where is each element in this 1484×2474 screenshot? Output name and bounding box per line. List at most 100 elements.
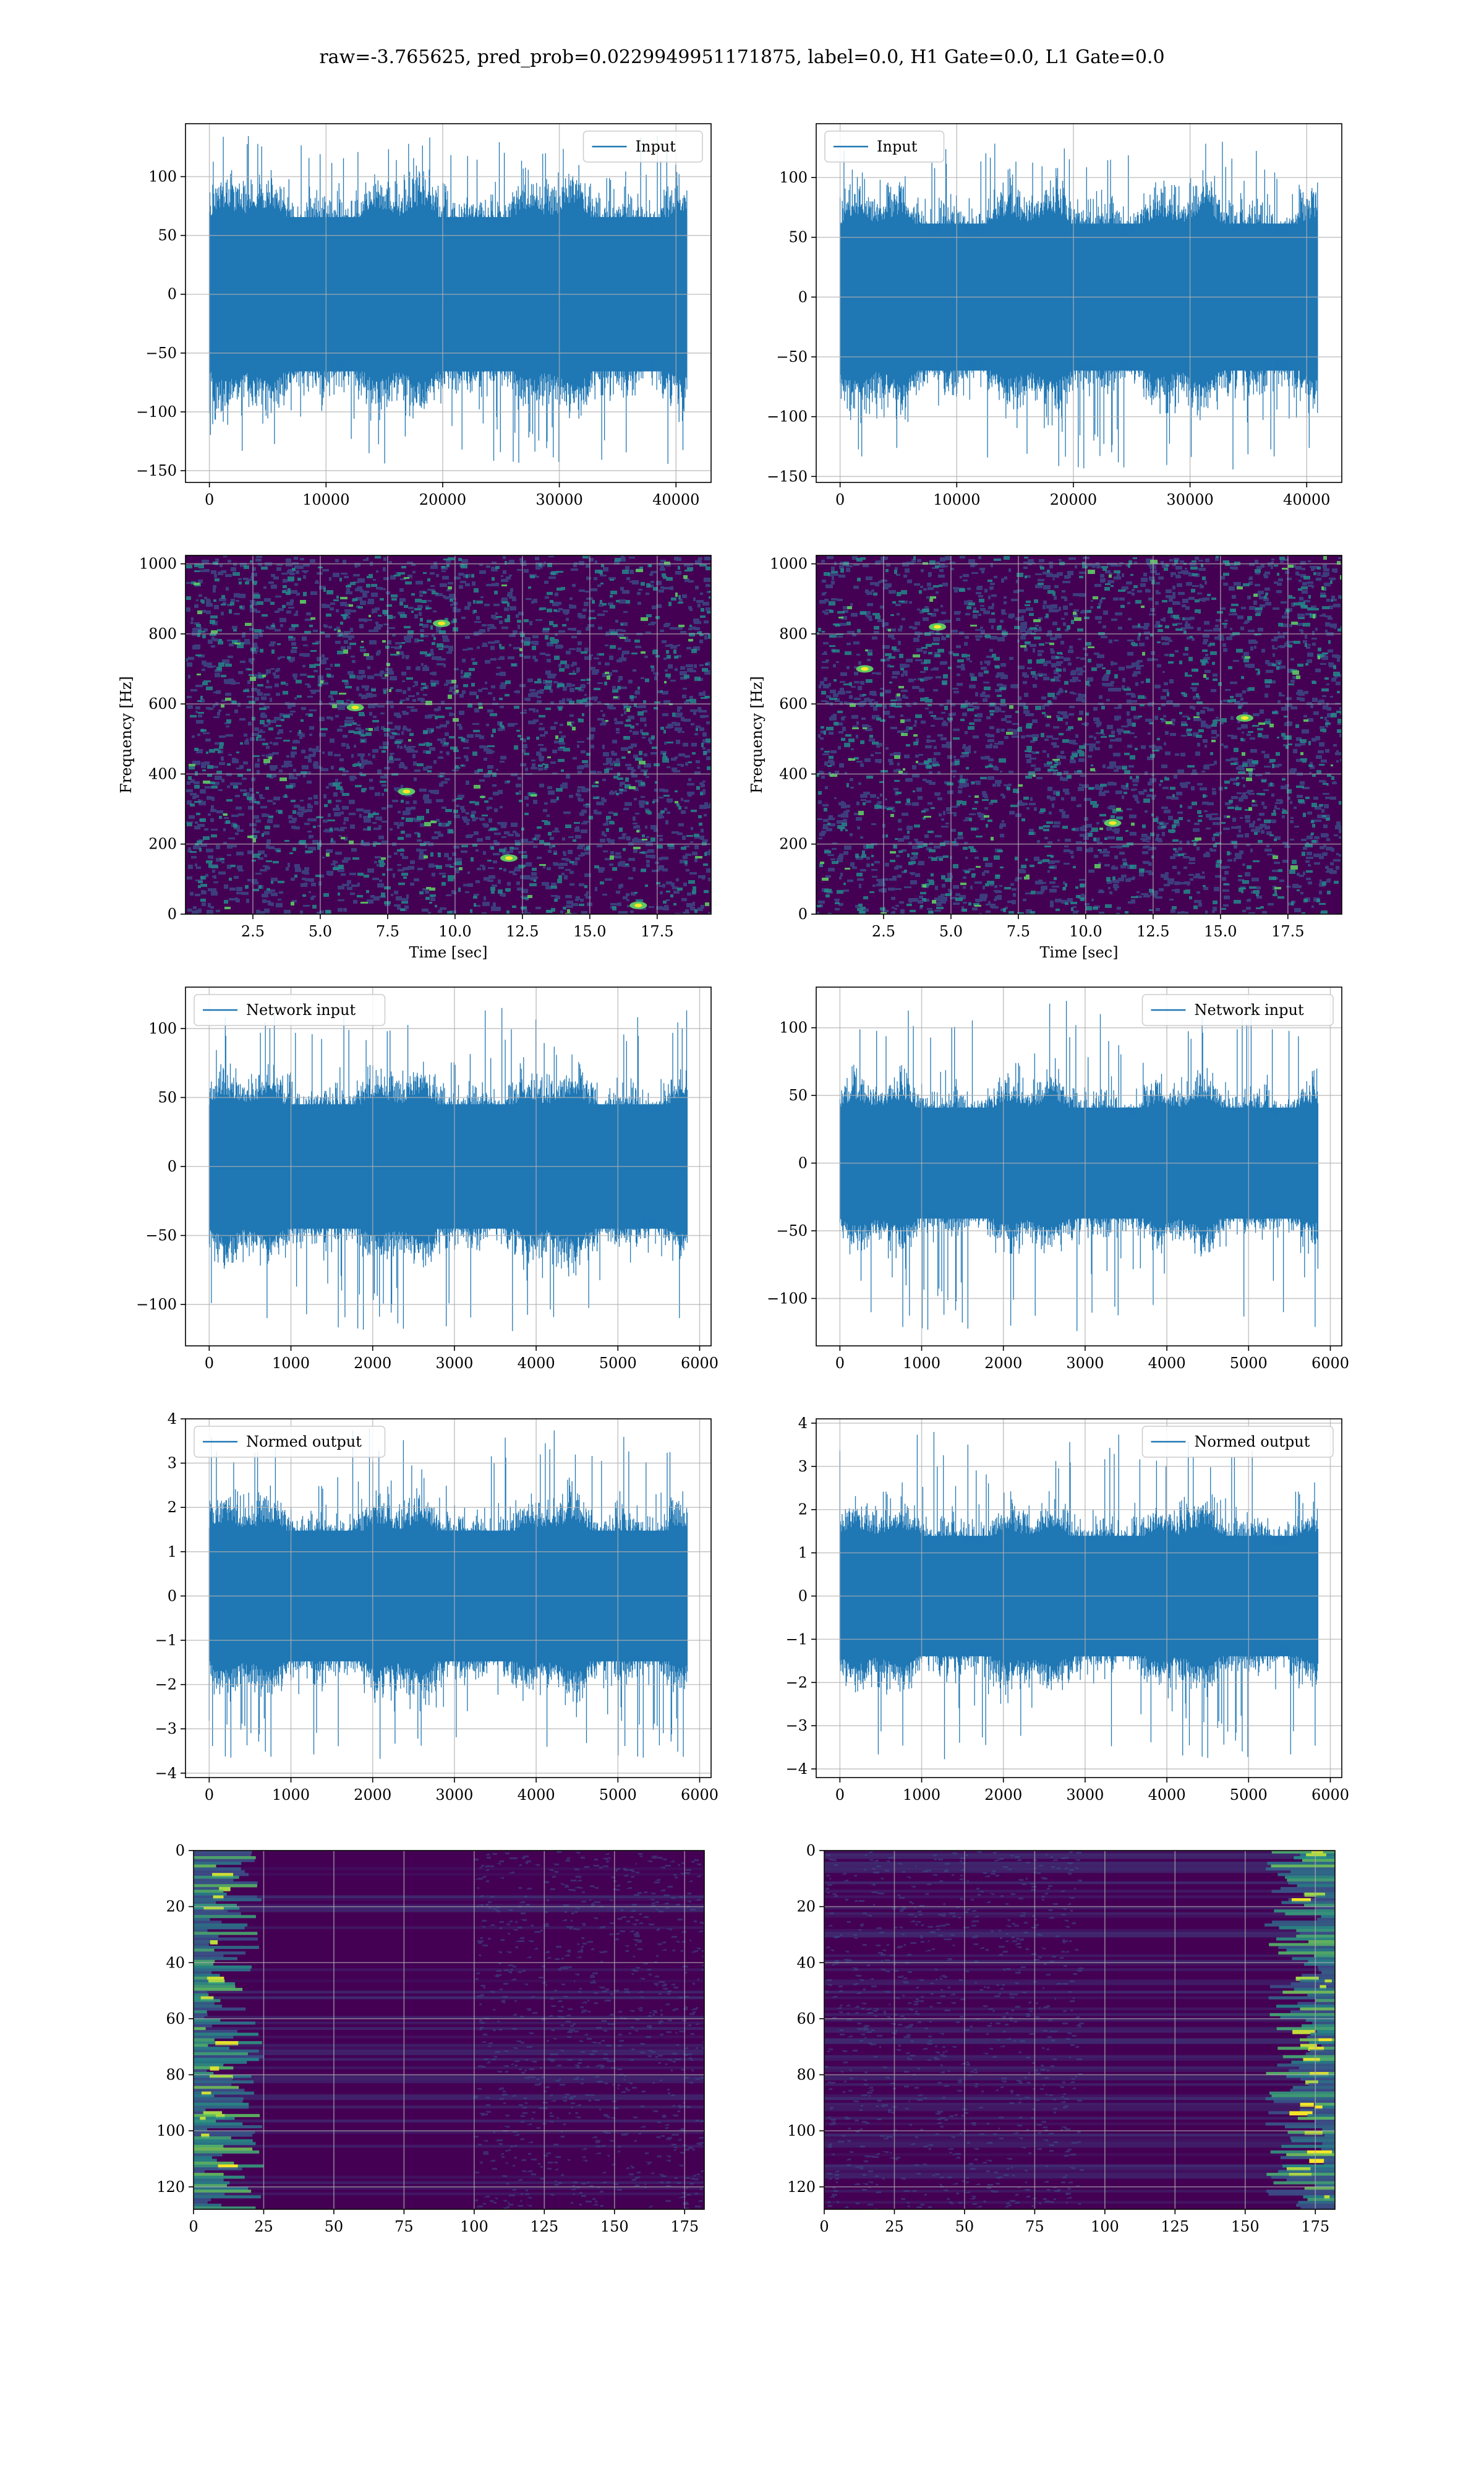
y-tick-label: 80 xyxy=(166,2066,185,2084)
plot-area xyxy=(186,987,711,1346)
y-tick-label: 800 xyxy=(779,625,808,643)
legend: Network input xyxy=(1141,994,1334,1026)
y-tick-label: 200 xyxy=(779,836,808,853)
x-tick-label: 150 xyxy=(600,2218,629,2235)
x-tick-label: 0 xyxy=(819,2218,829,2235)
y-tick-label: −1 xyxy=(786,1630,808,1648)
x-tick-label: 3000 xyxy=(1066,1355,1104,1372)
ticks: 2.5 5.0 7.5 10.0 12.5 15.0 17.5 0 200 400 600 800 10… xyxy=(770,555,1305,940)
ticks: 0 10000 20000 30000 40000 −150 −100 −50 0 50 100 xyxy=(136,168,699,508)
axes-frame xyxy=(185,1418,712,1778)
y-tick-label: 80 xyxy=(796,2066,816,2084)
ticks: 2.5 5.0 7.5 10.0 12.5 15.0 17.5 0 200 400 600 800 10… xyxy=(139,555,674,940)
series-spikes xyxy=(839,1001,1319,1332)
axes-frame xyxy=(193,1850,705,2210)
x-tick-label: 0 xyxy=(835,1355,845,1372)
series-spikes xyxy=(208,1427,688,1759)
x-tick-label: 5000 xyxy=(1230,1355,1268,1372)
y-tick-label: 50 xyxy=(158,227,177,244)
x-tick-label: 100 xyxy=(460,2218,488,2235)
y-tick-label: 50 xyxy=(158,1089,177,1106)
subplot-spectrogram-l1: 2.5 5.0 7.5 10.0 12.5 15.0 17.5 0 200 400 600 800 10… xyxy=(748,555,1342,961)
ticks: 0 25 50 75 100 125 150 175 0 20 40 60 80 100 120 xyxy=(156,1842,699,2235)
x-tick-label: 4000 xyxy=(1148,1355,1186,1372)
legend: Input xyxy=(824,131,945,163)
y-tick-label: 1000 xyxy=(139,555,177,573)
y-tick-label: 0 xyxy=(168,905,177,923)
plot-area xyxy=(186,1419,711,1778)
series-line xyxy=(839,1001,1319,1332)
x-tick-label: 100 xyxy=(1091,2218,1119,2235)
x-tick-label: 175 xyxy=(1301,2218,1329,2235)
y-tick-label: 20 xyxy=(166,1898,185,1915)
y-tick-label: 1 xyxy=(798,1544,808,1562)
y-tick-label: 4 xyxy=(168,1410,177,1427)
x-tick-label: 125 xyxy=(530,2218,558,2235)
x-tick-label: 0 xyxy=(835,491,845,508)
x-tick-label: 5000 xyxy=(1230,1786,1268,1804)
x-tick-label: 10000 xyxy=(933,491,980,508)
legend: Input xyxy=(582,131,703,163)
x-tick-label: 175 xyxy=(670,2218,699,2235)
y-tick-label: −2 xyxy=(155,1676,177,1693)
y-axis-label: Frequency [Hz] xyxy=(748,676,765,794)
axes-frame xyxy=(185,987,712,1346)
plot-area xyxy=(816,987,1342,1346)
subplot-feature-map-l1: 0 25 50 75 100 125 150 175 0 20 40 60 80 100 120 xyxy=(787,1842,1336,2235)
x-tick-label: 2000 xyxy=(354,1786,391,1804)
x-tick-label: 6000 xyxy=(1311,1355,1349,1372)
y-tick-label: 0 xyxy=(168,1158,177,1175)
y-tick-label: 50 xyxy=(788,229,808,246)
y-tick-label: −150 xyxy=(136,462,177,479)
y-tick-label: −100 xyxy=(136,1296,177,1313)
subplot-feature-map-h1: 0 25 50 75 100 125 150 175 0 20 40 60 80 100 120 xyxy=(156,1842,705,2235)
x-tick-label: 12.5 xyxy=(1136,923,1169,940)
y-tick-label: 40 xyxy=(166,1954,185,1971)
y-tick-label: 100 xyxy=(787,2122,816,2139)
axes-frame xyxy=(816,123,1342,483)
y-tick-label: 120 xyxy=(787,2178,816,2196)
grid xyxy=(186,124,711,482)
x-tick-label: 10.0 xyxy=(1069,923,1102,940)
legend: Network input xyxy=(194,994,386,1026)
y-tick-label: 0 xyxy=(176,1842,185,1859)
grid xyxy=(824,1851,1335,2209)
y-tick-label: −50 xyxy=(776,348,808,366)
plot-area xyxy=(816,555,1342,914)
y-tick-label: 0 xyxy=(168,1587,177,1604)
y-tick-label: 600 xyxy=(779,695,808,713)
y-tick-label: 2 xyxy=(798,1501,808,1518)
y-tick-label: 400 xyxy=(779,765,808,782)
x-axis-label: Time [sec] xyxy=(409,944,488,961)
x-tick-label: 1000 xyxy=(272,1355,310,1372)
x-tick-label: 0 xyxy=(835,1786,845,1804)
axes-frame xyxy=(824,1850,1336,2210)
x-tick-label: 30000 xyxy=(535,491,582,508)
y-tick-label: 0 xyxy=(168,286,177,303)
y-tick-label: 40 xyxy=(796,1954,816,1971)
y-tick-label: −4 xyxy=(786,1760,808,1778)
x-tick-label: 7.5 xyxy=(376,923,399,940)
spectrogram-image xyxy=(816,555,1342,914)
y-tick-label: −2 xyxy=(786,1674,808,1691)
ticks: 0 10000 20000 30000 40000 −150 −100 −50 0 50 100 xyxy=(767,169,1330,508)
y-axis-label: Frequency [Hz] xyxy=(117,676,135,794)
x-tick-label: 25 xyxy=(254,2218,273,2235)
x-tick-label: 20000 xyxy=(419,491,466,508)
feature-map-image xyxy=(194,1851,704,2209)
series-spikes xyxy=(208,135,688,464)
subplot-input-l1: Input 0 10000 20000 30000 40000 −150 −100 −50 0 50… xyxy=(767,123,1342,508)
x-tick-label: 1000 xyxy=(272,1786,310,1804)
y-tick-label: −50 xyxy=(776,1222,808,1239)
grid xyxy=(816,555,1342,914)
y-tick-label: 0 xyxy=(798,905,808,923)
x-tick-label: 4000 xyxy=(518,1355,555,1372)
y-tick-label: 0 xyxy=(806,1842,816,1859)
x-tick-label: 0 xyxy=(205,491,214,508)
y-tick-label: 2 xyxy=(168,1499,177,1516)
x-tick-label: 20000 xyxy=(1050,491,1097,508)
series-line xyxy=(208,135,688,464)
x-tick-label: 3000 xyxy=(435,1355,473,1372)
x-tick-label: 40000 xyxy=(1283,491,1330,508)
